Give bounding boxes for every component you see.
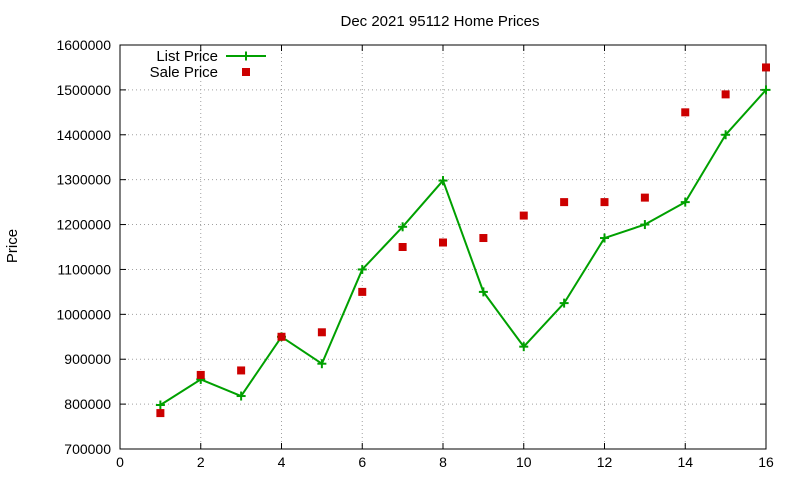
list-price-point (317, 359, 327, 369)
sale-price-point (721, 90, 730, 99)
grid (120, 45, 766, 449)
axes: 0 2 4 6 8 10 12 14 16 700000 800000 900000 1000000 11… (56, 37, 774, 470)
y-tick-label: 1500000 (56, 82, 111, 98)
legend-marker (242, 68, 250, 76)
y-tick-label: 800000 (64, 396, 111, 412)
sale-price-point (156, 409, 165, 418)
x-tick-label: 0 (116, 454, 124, 470)
x-tick-label: 14 (677, 454, 693, 470)
sale-price-point (600, 198, 609, 207)
y-tick-label: 1200000 (56, 217, 111, 233)
series (155, 63, 771, 418)
sale-price-point (681, 108, 690, 117)
list-price-point (761, 85, 771, 95)
sale-price-point (762, 63, 770, 72)
list-price-point (680, 197, 690, 207)
y-tick-label: 1000000 (56, 306, 111, 322)
x-tick-label: 2 (197, 454, 205, 470)
sale-price-point (640, 193, 649, 202)
series-sale-price (156, 63, 770, 418)
sale-price-point (398, 243, 407, 251)
legend-label: List Price (156, 48, 218, 65)
sale-price-point (358, 287, 367, 296)
sale-price-point (196, 370, 205, 379)
x-tick-label: 16 (758, 454, 774, 470)
sale-price-point (479, 234, 488, 243)
sale-price-point (317, 328, 326, 337)
sale-price-point (237, 366, 246, 375)
legend-item-list-price: List Price (156, 48, 266, 65)
sale-price-point (519, 211, 528, 220)
x-tick-label: 12 (597, 454, 613, 470)
list-price-point (357, 264, 367, 274)
sale-price-point (560, 198, 569, 207)
list-price-point (600, 233, 609, 243)
sale-price-point (277, 332, 286, 341)
y-tick-label: 1300000 (56, 172, 111, 188)
legend-item-sale-price: Sale Price (150, 64, 250, 81)
list-price-point (398, 222, 408, 232)
y-tick-label: 1100000 (58, 261, 112, 277)
sale-price-point (439, 238, 447, 247)
x-tick-label: 10 (516, 454, 532, 470)
list-price-point (155, 400, 165, 410)
list-price-point (438, 176, 448, 186)
list-price-point (519, 342, 529, 352)
series-list-price (155, 85, 771, 410)
x-tick-label: 8 (439, 454, 447, 470)
list-price-point (640, 220, 650, 230)
x-tick-label: 6 (358, 454, 366, 470)
y-axis-label: Price (4, 229, 21, 263)
list-price-point (721, 130, 731, 140)
y-tick-label: 700000 (64, 441, 111, 457)
list-price-line (159, 89, 767, 406)
chart-title: Dec 2021 95112 Home Prices (341, 13, 540, 30)
list-price-point (559, 298, 569, 308)
legend-marker (241, 51, 251, 61)
list-price-point (478, 287, 488, 297)
x-tick-label: 4 (278, 454, 286, 470)
legend-label: Sale Price (150, 64, 218, 81)
list-price-point (236, 391, 246, 401)
y-tick-label: 900000 (64, 351, 111, 367)
y-tick-label: 1600000 (56, 37, 111, 53)
y-tick-label: 1400000 (56, 127, 111, 143)
